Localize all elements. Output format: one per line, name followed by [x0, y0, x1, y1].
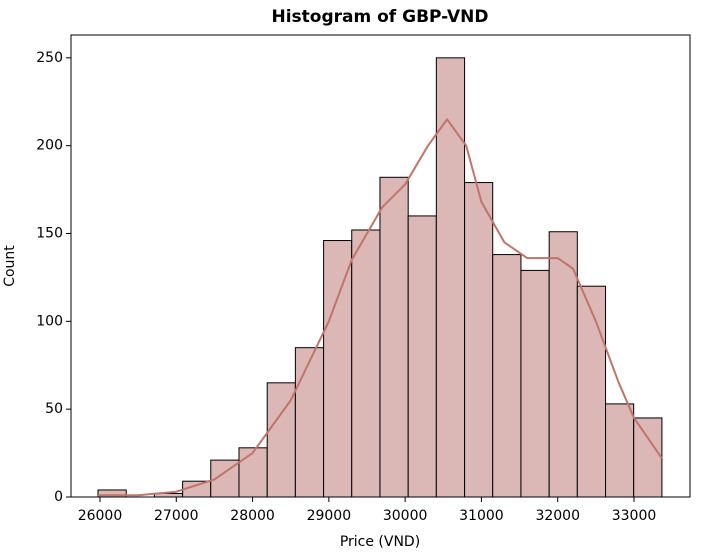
bar	[323, 240, 353, 498]
x-tick-label: 30000	[383, 508, 428, 524]
bar	[294, 347, 325, 498]
y-tick-label: 100	[36, 313, 63, 329]
bar	[633, 417, 663, 498]
y-axis-label: Count	[2, 245, 18, 287]
chart-title: Histogram of GBP-VND	[271, 7, 488, 27]
y-tick-label: 150	[36, 226, 63, 242]
bar	[379, 176, 409, 498]
x-tick-label: 31000	[459, 508, 504, 524]
x-tick-label: 28000	[230, 508, 275, 524]
x-tick-label: 29000	[307, 508, 352, 524]
y-tick-label: 50	[45, 401, 63, 417]
bar	[351, 229, 381, 498]
x-tick-label: 33000	[612, 508, 657, 524]
x-tick-label: 27000	[154, 508, 199, 524]
bar	[407, 215, 437, 498]
bar	[605, 403, 635, 498]
y-tick-label: 0	[54, 489, 63, 505]
bar	[492, 254, 522, 498]
bar	[238, 447, 268, 498]
bar	[576, 285, 607, 498]
kde-line	[98, 118, 663, 497]
y-tick-label: 200	[36, 138, 63, 154]
bar	[435, 57, 466, 498]
x-tick-label: 26000	[78, 508, 123, 524]
bar	[520, 269, 550, 498]
x-axis-label: Price (VND)	[340, 534, 420, 550]
y-tick-label: 250	[36, 50, 63, 66]
bar	[464, 182, 494, 498]
bar	[548, 231, 578, 498]
plot-frame	[70, 34, 691, 498]
x-tick-label: 32000	[535, 508, 580, 524]
